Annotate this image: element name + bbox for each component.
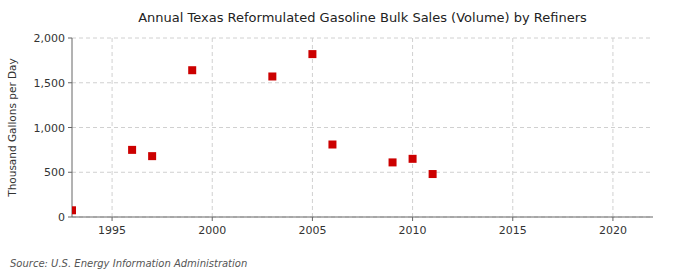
point (328, 141, 336, 149)
x-axis-line (72, 217, 653, 218)
source-note: Source: U.S. Energy Information Administ… (10, 258, 247, 269)
x-tick-label: 2000 (198, 224, 226, 237)
point (188, 66, 196, 74)
y-tick (68, 217, 72, 218)
y-tick (68, 38, 72, 39)
grid (72, 38, 653, 217)
x-tick-label: 1995 (98, 224, 126, 237)
y-tick-label: 1,000 (34, 122, 66, 135)
grid-line-x (112, 38, 113, 217)
point (268, 72, 276, 80)
y-tick-label: 1,500 (34, 77, 66, 90)
points (72, 50, 437, 214)
grid-line-y (72, 172, 653, 173)
point (128, 146, 136, 154)
chart: 1995 2000 2005 2010 2015 2020 0 500 1,000 1,500 2,… (0, 0, 675, 275)
y-tick-label: 0 (58, 211, 65, 224)
point (308, 50, 316, 58)
grid-line-x (412, 38, 413, 217)
x-tick-label: 2005 (298, 224, 326, 237)
point (72, 206, 76, 214)
y-tick-label: 500 (44, 166, 65, 179)
grid-line-y (72, 127, 653, 128)
x-tick-label: 2020 (599, 224, 627, 237)
y-axis-line (72, 38, 73, 217)
point (389, 158, 397, 166)
x-tick-label: 2010 (399, 224, 427, 237)
grid-line-y (72, 217, 653, 218)
y-axis-label: Thousand Gallons per Day (6, 58, 18, 198)
y-tick (68, 172, 72, 173)
x-tick-label: 2015 (499, 224, 527, 237)
x-tick (412, 217, 413, 221)
y-tick (68, 127, 72, 128)
title: Annual Texas Reformulated Gasoline Bulk … (138, 10, 587, 25)
axes: 1995 2000 2005 2010 2015 2020 0 500 1,000 1,500 2,… (34, 32, 654, 237)
x-tick (512, 217, 513, 221)
x-tick (612, 217, 613, 221)
y-tick-label: 2,000 (34, 32, 66, 45)
y-tick (68, 82, 72, 83)
x-tick (112, 217, 113, 221)
grid-line-y (72, 82, 653, 83)
x-tick (212, 217, 213, 221)
point (429, 170, 437, 178)
point (409, 155, 417, 163)
grid-line-y (72, 38, 653, 39)
point (148, 152, 156, 160)
x-tick (312, 217, 313, 221)
